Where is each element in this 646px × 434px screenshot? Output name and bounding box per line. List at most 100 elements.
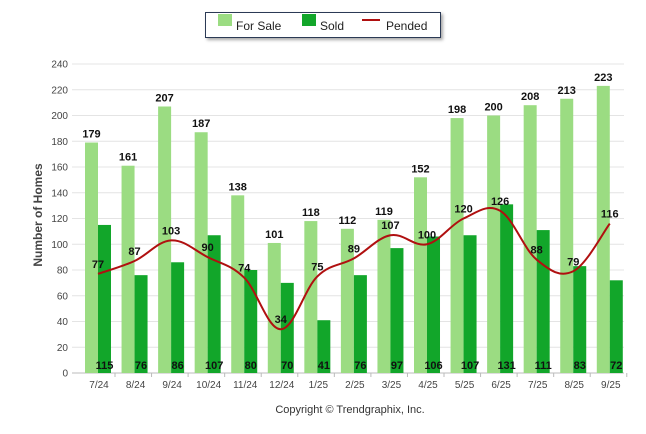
for-sale-value-label: 179 xyxy=(82,129,100,141)
data-labels: 179 115 77 161 76 87 207 86 103 187 107 90 138 80 74 10… xyxy=(82,72,622,372)
y-axis-ticks: 0 20 40 60 80 100 120 140 160 180 200 220 240 xyxy=(51,60,68,380)
x-tick-label: 6/25 xyxy=(491,380,511,391)
sold-value-label: 70 xyxy=(281,360,293,372)
pended-value-label: 34 xyxy=(275,314,288,326)
pended-value-label: 90 xyxy=(202,242,214,254)
x-tick-label: 2/25 xyxy=(345,380,365,391)
legend-for-sale-swatch xyxy=(218,14,232,26)
for-sale-bar xyxy=(158,106,172,374)
legend-for-sale-label: For Sale xyxy=(236,19,282,33)
x-tick-label: 7/24 xyxy=(89,380,109,391)
y-tick-label: 220 xyxy=(51,85,68,96)
y-tick-label: 40 xyxy=(57,317,69,328)
y-tick-label: 60 xyxy=(57,291,69,302)
y-tick-label: 80 xyxy=(57,266,69,277)
sold-bar xyxy=(609,280,623,373)
x-tick-label: 8/25 xyxy=(564,380,584,391)
sold-value-label: 83 xyxy=(574,360,586,372)
for-sale-value-label: 208 xyxy=(521,91,539,103)
for-sale-value-label: 213 xyxy=(558,85,576,97)
for-sale-value-label: 138 xyxy=(229,181,247,193)
sold-value-label: 106 xyxy=(424,360,442,372)
legend-pended-swatch xyxy=(362,19,380,21)
sold-value-label: 41 xyxy=(318,360,330,372)
x-tick-label: 1/25 xyxy=(309,380,329,391)
sold-value-label: 131 xyxy=(497,360,515,372)
sold-value-label: 80 xyxy=(245,360,257,372)
legend-sold-label: Sold xyxy=(320,19,345,33)
x-tick-label: 9/24 xyxy=(162,380,182,391)
pended-value-label: 116 xyxy=(601,209,619,221)
sold-bar xyxy=(390,248,404,373)
for-sale-bar xyxy=(560,98,574,373)
sold-bar xyxy=(98,224,111,373)
y-tick-label: 100 xyxy=(51,240,68,251)
for-sale-bar xyxy=(377,219,391,373)
pended-value-label: 120 xyxy=(454,204,472,216)
sold-bar xyxy=(427,236,441,373)
y-tick-label: 180 xyxy=(51,137,68,148)
y-axis-title: Number of Homes xyxy=(31,163,45,267)
for-sale-value-label: 119 xyxy=(375,206,393,218)
for-sale-value-label: 161 xyxy=(119,152,137,164)
y-tick-label: 140 xyxy=(51,188,68,199)
chart-legend: For Sale Sold Pended xyxy=(205,12,441,38)
x-tick-label: 5/25 xyxy=(455,380,475,391)
x-axis-ticks: 7/24 8/24 9/24 10/24 11/24 12/24 1/25 2/25 3/25 4… xyxy=(89,373,628,391)
x-tick-label: 3/25 xyxy=(382,380,402,391)
pended-value-label: 103 xyxy=(162,225,180,237)
pended-value-label: 87 xyxy=(128,246,140,258)
for-sale-bar xyxy=(267,242,281,373)
for-sale-value-label: 198 xyxy=(448,104,466,116)
for-sale-bar xyxy=(523,105,537,373)
for-sale-bar xyxy=(414,177,428,373)
sold-bar xyxy=(244,270,258,373)
for-sale-bar xyxy=(340,228,354,373)
for-sale-value-label: 200 xyxy=(484,102,502,114)
sold-value-label: 76 xyxy=(354,360,366,372)
legend-pended-label: Pended xyxy=(386,19,428,33)
sold-value-label: 86 xyxy=(171,360,183,372)
x-tick-label: 9/25 xyxy=(601,380,621,391)
for-sale-bar xyxy=(231,195,245,373)
sold-bar xyxy=(280,282,294,373)
for-sale-bar xyxy=(596,85,610,373)
sold-value-label: 115 xyxy=(96,360,114,372)
sold-bar xyxy=(353,275,367,373)
for-sale-bar xyxy=(121,165,135,373)
x-tick-label: 7/25 xyxy=(528,380,548,391)
pended-value-label: 89 xyxy=(348,243,360,255)
sold-value-label: 72 xyxy=(610,360,622,372)
sold-bar xyxy=(573,266,587,373)
x-tick-label: 12/24 xyxy=(269,380,294,391)
pended-value-label: 107 xyxy=(381,220,399,232)
pended-value-label: 79 xyxy=(567,256,579,268)
for-sale-bar xyxy=(450,118,464,373)
for-sale-value-label: 101 xyxy=(265,229,283,241)
legend-sold-swatch xyxy=(302,14,316,26)
sold-bar xyxy=(134,275,148,373)
y-tick-label: 200 xyxy=(51,111,68,122)
sold-value-label: 97 xyxy=(391,360,403,372)
sold-value-label: 111 xyxy=(535,360,552,372)
copyright-text: Copyright © Trendgraphix, Inc. xyxy=(275,404,424,416)
y-tick-label: 160 xyxy=(51,163,68,174)
pended-value-label: 77 xyxy=(92,259,104,271)
x-tick-label: 4/25 xyxy=(418,380,438,391)
x-tick-label: 10/24 xyxy=(196,380,221,391)
for-sale-value-label: 187 xyxy=(192,118,210,130)
pended-line xyxy=(97,207,611,331)
pended-series-line xyxy=(97,207,611,331)
pended-value-label: 88 xyxy=(531,245,543,257)
pended-value-label: 74 xyxy=(238,263,251,275)
for-sale-value-label: 112 xyxy=(339,215,357,227)
sold-value-label: 107 xyxy=(461,360,479,372)
for-sale-value-label: 207 xyxy=(155,92,173,104)
pended-value-label: 126 xyxy=(491,196,509,208)
sold-bar xyxy=(171,262,185,373)
for-sale-bar xyxy=(487,115,501,373)
y-tick-label: 20 xyxy=(57,343,69,354)
sold-bar xyxy=(500,204,514,373)
pended-value-label: 100 xyxy=(418,229,436,241)
